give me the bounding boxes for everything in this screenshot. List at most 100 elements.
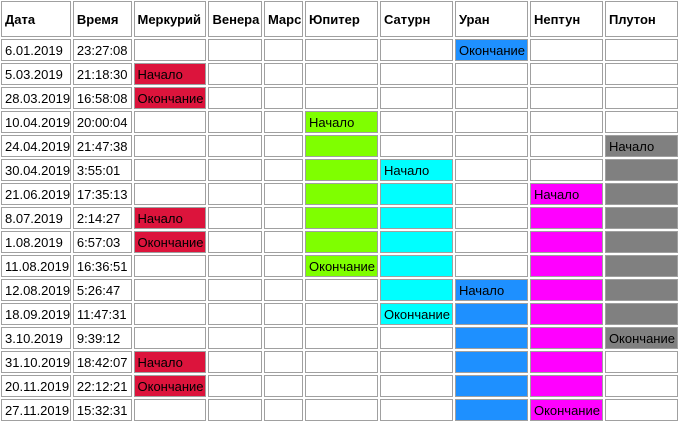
saturn-cell <box>379 135 453 157</box>
jupiter-cell <box>305 63 378 85</box>
pluto-cell <box>604 231 678 253</box>
mars-cell <box>263 255 303 277</box>
mercury-cell: Окончание <box>133 87 207 109</box>
saturn-cell <box>379 327 453 349</box>
table-row: 30.04.2019 3:55:01 Начало <box>1 159 678 181</box>
time-cell: 17:35:13 <box>72 183 132 205</box>
neptune-cell <box>529 375 603 397</box>
pluto-cell <box>604 39 678 61</box>
jupiter-cell <box>305 135 378 157</box>
saturn-cell <box>379 183 453 205</box>
neptune-cell <box>529 255 603 277</box>
saturn-cell: Окончание <box>379 303 453 325</box>
uranus-cell <box>454 231 528 253</box>
date-cell: 3.10.2019 <box>1 327 71 349</box>
mars-cell <box>263 87 303 109</box>
mercury-cell <box>133 255 207 277</box>
table-row: 12.08.2019 5:26:47 Начало <box>1 279 678 301</box>
table-row: 18.09.2019 11:47:31 Окончание <box>1 303 678 325</box>
neptune-cell <box>529 159 603 181</box>
pluto-cell <box>604 303 678 325</box>
mars-cell <box>263 159 303 181</box>
mars-cell <box>263 327 303 349</box>
uranus-cell <box>454 183 528 205</box>
date-cell: 10.04.2019 <box>1 111 71 133</box>
saturn-cell <box>379 255 453 277</box>
pluto-cell <box>604 351 678 373</box>
jupiter-cell <box>305 87 378 109</box>
date-cell: 27.11.2019 <box>1 399 71 421</box>
neptune-cell <box>529 63 603 85</box>
jupiter-cell <box>305 183 378 205</box>
pluto-cell <box>604 279 678 301</box>
header-venus: Венера <box>208 1 262 37</box>
neptune-cell <box>529 327 603 349</box>
mars-cell <box>263 183 303 205</box>
mars-cell <box>263 207 303 229</box>
neptune-cell <box>529 279 603 301</box>
venus-cell <box>208 63 262 85</box>
saturn-cell <box>379 111 453 133</box>
venus-cell <box>208 207 262 229</box>
neptune-cell <box>529 87 603 109</box>
venus-cell <box>208 39 262 61</box>
header-saturn: Сатурн <box>379 1 453 37</box>
uranus-cell: Начало <box>454 279 528 301</box>
jupiter-cell <box>305 399 378 421</box>
mercury-cell: Начало <box>133 207 207 229</box>
time-cell: 20:00:04 <box>72 111 132 133</box>
time-cell: 9:39:12 <box>72 327 132 349</box>
venus-cell <box>208 303 262 325</box>
saturn-cell <box>379 207 453 229</box>
jupiter-cell <box>305 375 378 397</box>
table-row: 8.07.2019 2:14:27 Начало <box>1 207 678 229</box>
uranus-cell: Окончание <box>454 39 528 61</box>
mercury-cell <box>133 111 207 133</box>
saturn-cell <box>379 63 453 85</box>
uranus-cell <box>454 207 528 229</box>
jupiter-cell <box>305 303 378 325</box>
uranus-cell <box>454 159 528 181</box>
table-row: 21.06.2019 17:35:13 Начало <box>1 183 678 205</box>
date-cell: 28.03.2019 <box>1 87 71 109</box>
jupiter-cell <box>305 39 378 61</box>
mercury-cell <box>133 39 207 61</box>
uranus-cell <box>454 111 528 133</box>
jupiter-cell <box>305 231 378 253</box>
mars-cell <box>263 231 303 253</box>
neptune-cell <box>529 111 603 133</box>
pluto-cell <box>604 63 678 85</box>
pluto-cell <box>604 111 678 133</box>
time-cell: 16:58:08 <box>72 87 132 109</box>
jupiter-cell <box>305 279 378 301</box>
saturn-cell <box>379 39 453 61</box>
mercury-cell: Начало <box>133 63 207 85</box>
time-cell: 5:26:47 <box>72 279 132 301</box>
time-cell: 22:12:21 <box>72 375 132 397</box>
venus-cell <box>208 399 262 421</box>
venus-cell <box>208 159 262 181</box>
header-mars: Марс <box>263 1 303 37</box>
mercury-cell: Начало <box>133 351 207 373</box>
neptune-cell <box>529 135 603 157</box>
table-row: 27.11.2019 15:32:31 Окончание <box>1 399 678 421</box>
table-row: 28.03.2019 16:58:08 Окончание <box>1 87 678 109</box>
pluto-cell <box>604 159 678 181</box>
header-pluto: Плутон <box>604 1 678 37</box>
neptune-cell <box>529 231 603 253</box>
uranus-cell <box>454 303 528 325</box>
mercury-cell <box>133 399 207 421</box>
time-cell: 21:47:38 <box>72 135 132 157</box>
uranus-cell <box>454 327 528 349</box>
venus-cell <box>208 111 262 133</box>
header-time: Время <box>72 1 132 37</box>
uranus-cell <box>454 351 528 373</box>
mercury-cell: Окончание <box>133 375 207 397</box>
date-cell: 6.01.2019 <box>1 39 71 61</box>
uranus-cell <box>454 87 528 109</box>
time-cell: 23:27:08 <box>72 39 132 61</box>
table-row: 20.11.2019 22:12:21 Окончание <box>1 375 678 397</box>
time-cell: 16:36:51 <box>72 255 132 277</box>
saturn-cell <box>379 231 453 253</box>
